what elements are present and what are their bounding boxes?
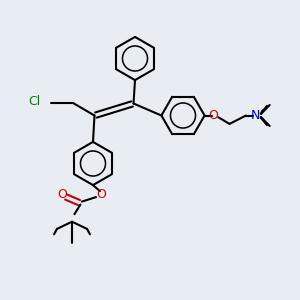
Text: N: N xyxy=(251,109,260,122)
Text: O: O xyxy=(57,188,67,201)
Text: Cl: Cl xyxy=(28,94,41,108)
Text: O: O xyxy=(208,109,218,122)
Text: O: O xyxy=(97,188,106,201)
